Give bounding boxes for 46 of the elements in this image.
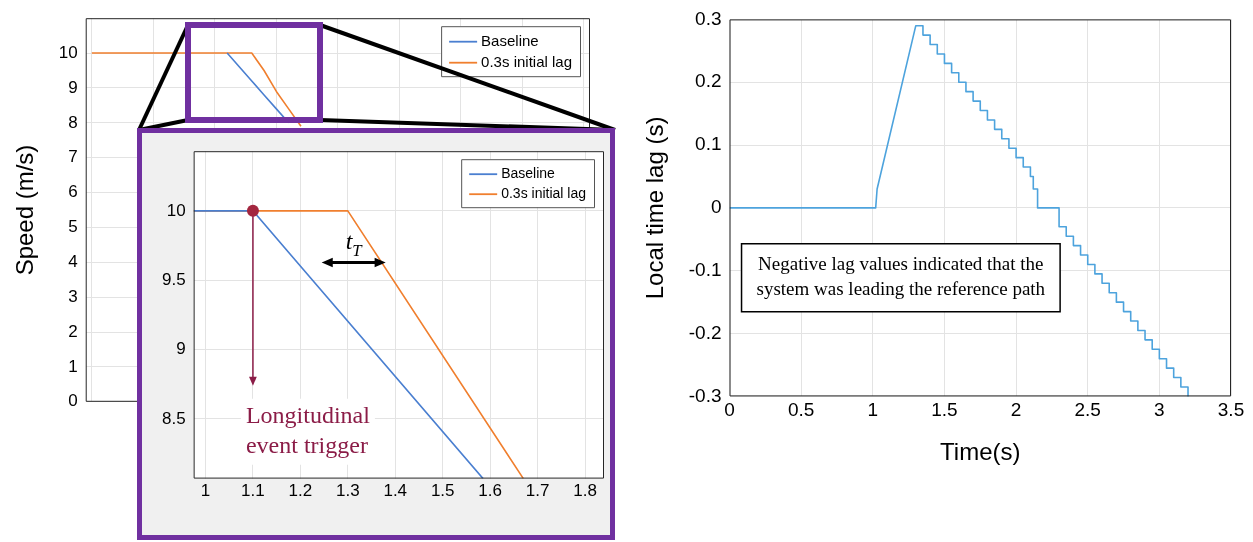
y-tick-label: 10 (166, 200, 186, 220)
x-tick-label: 2.5 (1074, 399, 1101, 421)
x-tick-label: 0.5 (787, 399, 815, 421)
x-tick-label: 1.5 (430, 481, 455, 501)
y-tick-label: 2 (68, 321, 78, 341)
x-tick-label: 1.8 (573, 481, 597, 501)
y-tick-label: 0 (710, 196, 722, 218)
x-tick-label: 1 (867, 399, 879, 421)
legend-label: Baseline (501, 165, 556, 182)
y-tick-label: 8 (68, 112, 78, 132)
x-tick-label: 1 (200, 481, 211, 501)
y-tick-label: -0.1 (688, 258, 722, 280)
y-tick-label: 1 (68, 356, 78, 376)
x-axis-title: Time(s) (940, 438, 1021, 466)
y-tick-label: -0.3 (688, 384, 722, 406)
y-tick-label: 9.5 (161, 269, 186, 289)
y-axis-title: Speed (m/s) (11, 144, 39, 276)
y-tick-label: 0.2 (695, 70, 722, 92)
legend-label: 0.3s initial lag (501, 185, 586, 202)
y-tick-label: 10 (58, 42, 78, 62)
x-tick-label: 2 (1010, 399, 1022, 421)
y-axis-title: Local time lag (s) (641, 116, 669, 300)
y-tick-label: 7 (68, 147, 78, 167)
annotation: Longitudinal event trigger (245, 402, 371, 459)
y-tick-label: 5 (68, 217, 78, 237)
y-tick-label: 3 (68, 286, 78, 306)
y-tick-label: -0.2 (688, 321, 722, 343)
x-tick-label: 1.4 (383, 481, 408, 501)
x-tick-label: 1.3 (336, 481, 360, 501)
y-tick-label: 9 (176, 339, 186, 359)
annotation: Negative lag values indicated that the system was leading the reference path (756, 253, 1046, 300)
legend-label: Baseline (481, 31, 539, 49)
x-tick-label: 1.7 (525, 481, 550, 501)
x-tick-label: 1.5 (931, 399, 958, 421)
y-tick-label: 8.5 (161, 408, 186, 428)
y-tick-label: 6 (68, 182, 78, 202)
x-tick-label: 1.2 (288, 481, 313, 501)
y-tick-label: 0.3 (695, 7, 722, 29)
legend-label: 0.3s initial lag (481, 52, 572, 70)
x-tick-label: 3 (1154, 399, 1165, 421)
y-tick-label: 4 (68, 252, 78, 271)
x-tick-label: 1.1 (241, 481, 265, 501)
x-tick-label: 1.6 (478, 481, 502, 501)
y-tick-label: 0.1 (695, 133, 722, 155)
y-tick-label: 9 (68, 77, 78, 97)
x-tick-label: 3.5 (1217, 399, 1245, 421)
